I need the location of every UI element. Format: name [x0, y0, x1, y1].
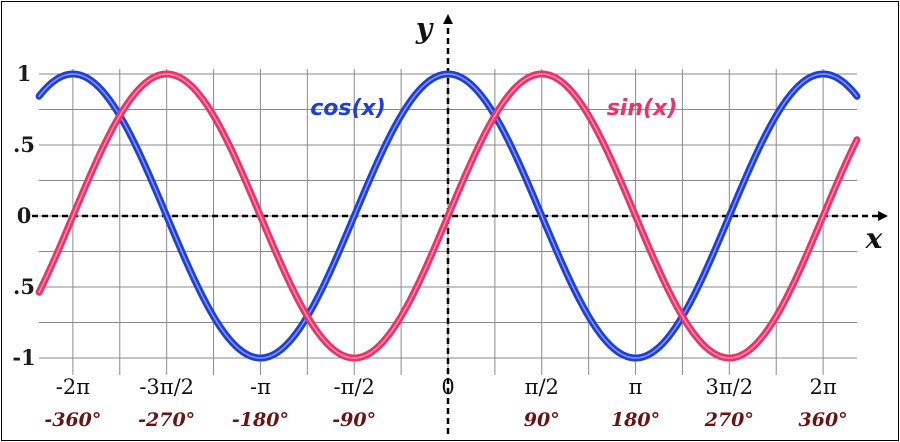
y-tick-label: 1 [17, 61, 32, 86]
x-tick-label: 2π [810, 375, 837, 399]
x-axis-label: x [865, 222, 883, 255]
x-tick-label: -π [250, 375, 271, 399]
y-tick-label: .5 [13, 132, 35, 157]
y-tick-label: .5 [13, 274, 35, 299]
x-tick-label: π/2 [525, 375, 559, 399]
y-tick-label: 0 [17, 203, 32, 228]
x-tick-label: -π/2 [334, 375, 375, 399]
y-tick-label: -1 [12, 345, 35, 370]
axes [32, 14, 888, 434]
labels: x y 1 .5 0 .5 -1 -2π -360° -3π/2 -270° -π -180° -π/2 -… [12, 12, 882, 431]
x-tick-degree-label: -270° [138, 409, 195, 431]
x-tick-degree-label: 360° [799, 409, 848, 431]
sin-line [35, 70, 861, 362]
x-tick-label: 0 [441, 375, 454, 399]
y-axis-label: y [415, 12, 434, 45]
cos-line [35, 70, 861, 362]
x-tick-label: -2π [56, 375, 90, 399]
x-tick-label: 3π/2 [706, 375, 754, 399]
x-tick-degree-label: -90° [332, 409, 376, 431]
x-tick-degree-label: -360° [44, 409, 101, 431]
x-tick-degree-label: 270° [704, 409, 754, 431]
x-tick-label: π [629, 375, 643, 399]
x-tick-degree-label: 90° [524, 409, 560, 431]
sin-series-label: sin(x) [607, 96, 678, 121]
cos-series-label: cos(x) [310, 96, 386, 121]
x-tick-degree-label: 180° [611, 409, 660, 431]
series-layer [35, 70, 861, 362]
cos-line-highlight [38, 73, 858, 359]
sin-line-highlight [38, 73, 858, 359]
x-tick-label: -3π/2 [139, 375, 194, 399]
x-tick-degree-label: -180° [232, 409, 289, 431]
